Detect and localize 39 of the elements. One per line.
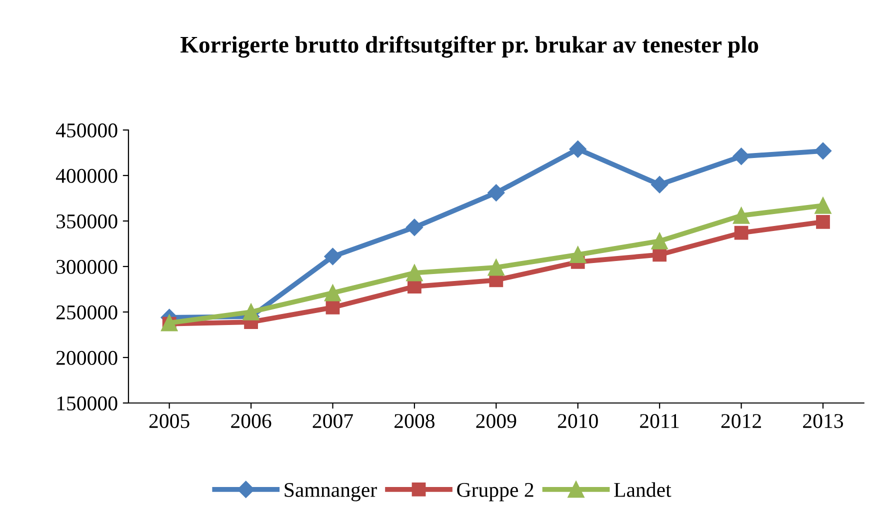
x-tick-label: 2007 — [312, 414, 353, 428]
x-tick-label: 2006 — [231, 414, 272, 428]
x-tick-label: 2011 — [640, 414, 679, 428]
x-tick-label: 2008 — [394, 414, 434, 428]
x-tick-label: 2009 — [476, 414, 516, 428]
point — [324, 248, 342, 266]
point — [408, 280, 422, 294]
point — [570, 246, 586, 264]
x-tick-label: 2005 — [149, 414, 190, 428]
y-tick-label: 150000 — [57, 396, 118, 410]
point — [651, 176, 668, 194]
y-tick-label: 200000 — [56, 350, 118, 365]
chart-title: Korrigerte brutto driftsutgifter pr. brukar av tenester plo — [180, 36, 758, 58]
point — [406, 218, 424, 236]
x-tick-label: 2012 — [721, 414, 761, 428]
y-tick-label: 350000 — [56, 214, 118, 228]
point — [406, 264, 423, 282]
point — [488, 259, 504, 276]
point — [814, 197, 832, 214]
point — [814, 142, 832, 160]
point — [732, 148, 750, 165]
point — [651, 232, 668, 250]
point — [326, 300, 340, 314]
point — [488, 184, 505, 202]
x-tick-label: 2010 — [558, 414, 598, 428]
point — [242, 304, 260, 320]
point — [816, 214, 830, 229]
legend-label: Samnanger — [284, 482, 377, 502]
y-tick-label: 250000 — [56, 305, 118, 320]
x-tick-label: 2013 — [803, 414, 844, 428]
point — [324, 284, 342, 302]
y-tick-label: 300000 — [56, 260, 118, 274]
legend-label: Gruppe 2 — [457, 482, 534, 502]
y-tick-label: 450000 — [56, 123, 118, 138]
point — [569, 140, 586, 158]
point — [732, 207, 750, 224]
y-tick-label: 400000 — [56, 168, 118, 183]
legend-label: Landet — [614, 482, 672, 497]
point — [734, 226, 748, 240]
